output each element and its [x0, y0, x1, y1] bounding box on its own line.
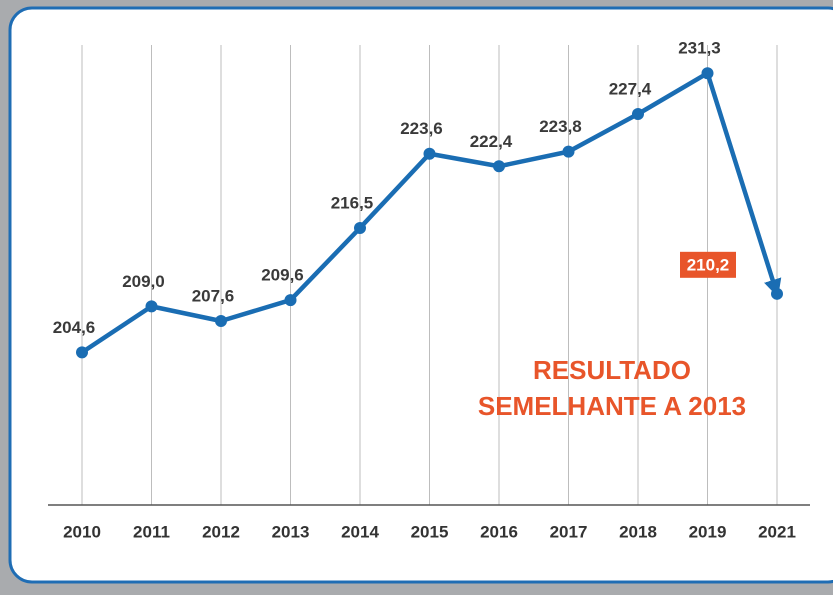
data-point	[354, 221, 366, 234]
x-tick-label: 2015	[411, 522, 449, 541]
x-tick-label: 2021	[758, 522, 796, 541]
x-tick-label: 2011	[133, 522, 170, 541]
data-label: 209,6	[261, 266, 304, 285]
data-label: 222,4	[470, 132, 513, 151]
data-label: 207,6	[192, 286, 235, 305]
x-tick-label: 2016	[480, 522, 518, 541]
data-label: 210,2	[687, 255, 730, 274]
data-label: 231,3	[678, 39, 721, 58]
data-label: 223,6	[400, 119, 443, 138]
annotation: RESULTADO	[533, 355, 691, 385]
x-tick-label: 2017	[550, 522, 588, 541]
x-tick-label: 2019	[689, 522, 727, 541]
x-tick-label: 2010	[63, 522, 101, 541]
highlight-box	[680, 251, 736, 278]
data-point	[215, 315, 227, 327]
data-label: 227,4	[609, 79, 652, 98]
data-label: 209,0	[122, 272, 165, 291]
x-tick-label: 2018	[619, 522, 657, 541]
annotation: SEMELHANTE A 2013	[478, 391, 746, 421]
x-tick-label: 2012	[202, 522, 240, 541]
x-tick-label: 2014	[341, 522, 379, 541]
data-point	[562, 145, 575, 158]
data-point	[493, 160, 505, 173]
data-point	[771, 287, 783, 300]
x-tick-label: 2013	[272, 522, 310, 541]
data-point	[423, 147, 436, 160]
data-point	[145, 300, 158, 313]
data-label: 216,5	[331, 193, 374, 212]
data-label: 204,6	[53, 318, 96, 337]
panel	[8, 6, 833, 584]
data-point	[632, 108, 644, 120]
data-point	[701, 67, 714, 80]
data-label: 223,8	[539, 117, 582, 136]
data-point	[76, 346, 88, 359]
data-point	[284, 294, 297, 307]
